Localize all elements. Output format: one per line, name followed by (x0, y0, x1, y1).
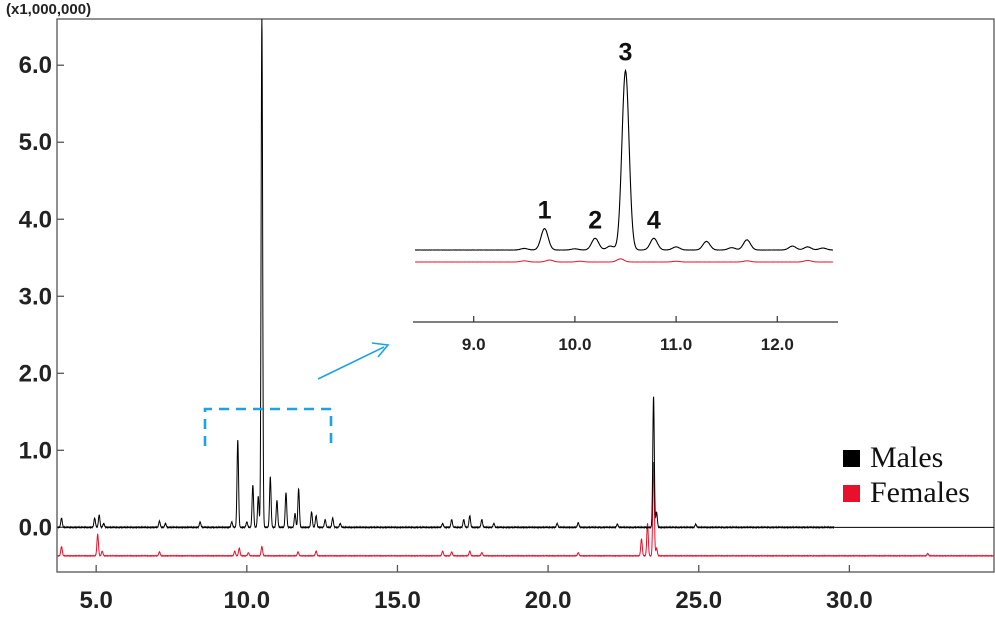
inset-traces (414, 68, 833, 263)
y-tick-label: 2.0 (19, 360, 52, 387)
x-tick-label: 10.0 (223, 587, 270, 614)
legend: Males Females (843, 441, 970, 509)
y-axis: 0.0 1.0 2.0 3.0 4.0 5.0 6.0 (19, 52, 64, 541)
x-tick-label: 25.0 (675, 587, 722, 614)
y-tick-label: 6.0 (19, 52, 52, 79)
inset-zoom-plot: 9.0 10.0 11.0 12.0 1 2 3 4 (413, 39, 838, 354)
legend-item-females: Females (843, 476, 970, 509)
peak-label: 1 (538, 197, 552, 225)
y-tick-label: 0.0 (19, 514, 52, 541)
inset-trace-females (414, 258, 833, 263)
legend-swatch-males (843, 450, 860, 467)
main-plot-area: 0.01.02.03.04.05.06.0 5.0 10.0 15.0 20.0 25.… (19, 18, 995, 614)
y-tick-label: 1.0 (19, 437, 52, 464)
inset-x-tick-label: 9.0 (462, 335, 486, 354)
legend-label-males: Males (870, 441, 943, 474)
x-axis: 5.0 10.0 15.0 20.0 25.0 30.0 (79, 565, 873, 614)
inset-x-axis: 9.0 10.0 11.0 12.0 (462, 316, 794, 354)
peak-label: 2 (588, 206, 602, 234)
y-tick-label: 5.0 (19, 129, 52, 156)
zoom-region-bracket (203, 407, 333, 446)
y-tick-label: 3.0 (19, 283, 52, 310)
x-tick-label: 20.0 (525, 587, 572, 614)
legend-item-males: Males (843, 441, 943, 474)
zoom-arrow-shaft (317, 346, 385, 380)
peak-label: 4 (647, 206, 661, 234)
trace-females (57, 462, 994, 558)
legend-label-females: Females (870, 476, 970, 509)
legend-swatch-females (843, 485, 860, 502)
zoom-annotation (203, 342, 390, 446)
inset-peak-labels: 1 2 3 4 (538, 39, 661, 235)
inset-x-tick-label: 12.0 (761, 335, 794, 354)
x-tick-label: 15.0 (374, 587, 421, 614)
inset-x-tick-label: 10.0 (558, 335, 591, 354)
peak-label: 3 (619, 39, 633, 67)
trace-males (57, 18, 835, 530)
y-multiplier-label: (x1,000,000) (6, 1, 91, 18)
x-tick-label: 30.0 (826, 587, 873, 614)
chromatogram-traces (57, 18, 994, 558)
inset-trace-males (414, 68, 833, 251)
x-tick-label: 5.0 (79, 587, 112, 614)
y-tick-label: 4.0 (19, 206, 52, 233)
inset-x-tick-label: 11.0 (660, 335, 692, 354)
plot-frame (56, 18, 995, 573)
zoom-arrow-head-icon (371, 342, 390, 358)
